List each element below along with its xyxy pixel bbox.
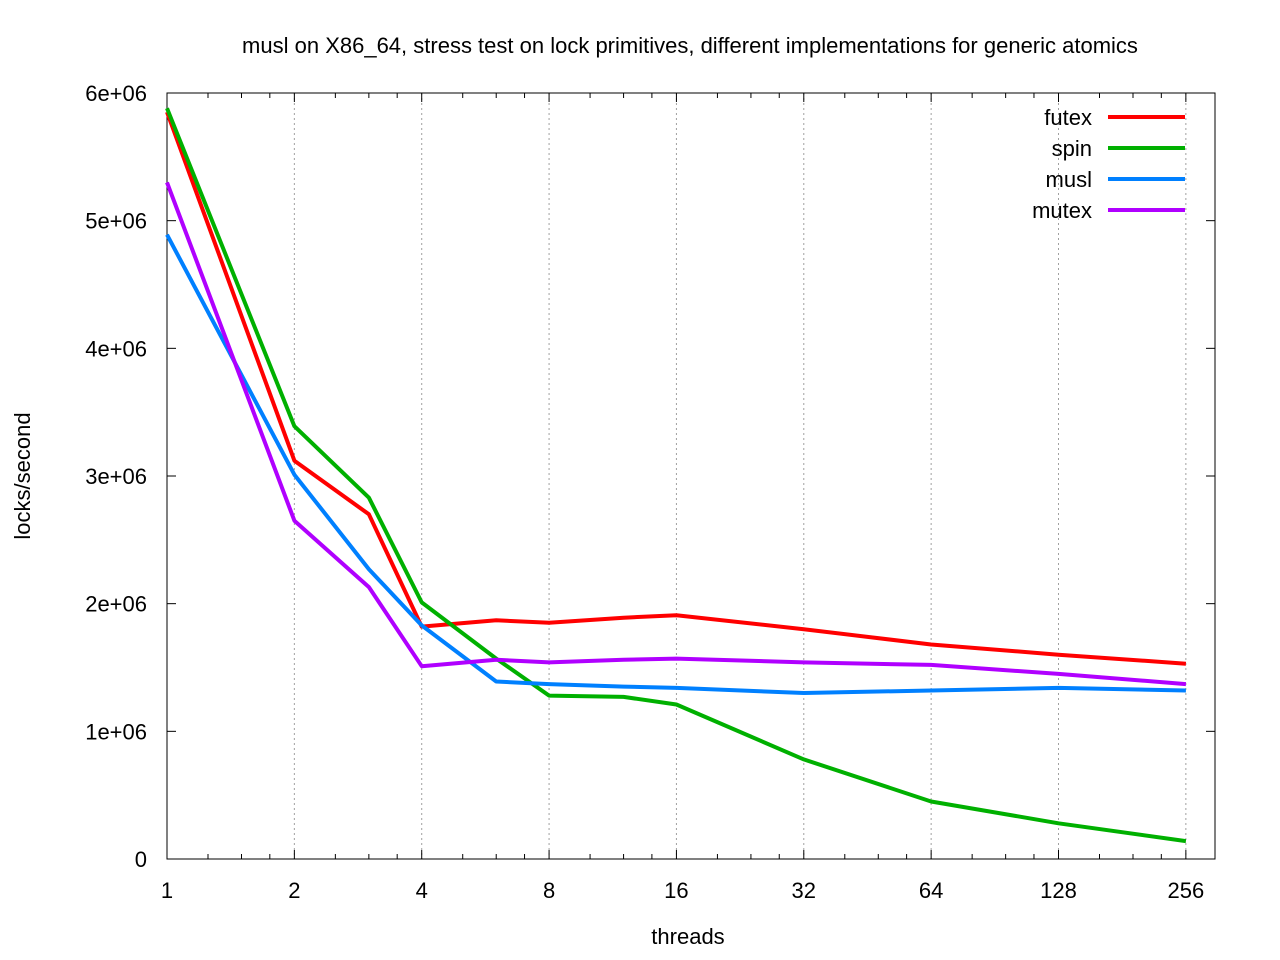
chart-title: musl on X86_64, stress test on lock prim… — [242, 33, 1138, 58]
y-axis-label: locks/second — [10, 412, 35, 539]
legend-label-spin: spin — [1052, 136, 1092, 161]
axis-ticks: 1 2 4 8 16 32 64 128 256 0 1e+06 2e+06 3e+06 4e+06 5e+… — [85, 81, 1215, 903]
x-tick-label: 32 — [792, 878, 816, 903]
series-line-spin — [165, 107, 1187, 844]
y-tick-label: 4e+06 — [85, 336, 147, 361]
x-tick-label: 2 — [288, 878, 300, 903]
series-lines — [165, 107, 1187, 844]
x-tick-label: 256 — [1167, 878, 1204, 903]
x-tick-label: 128 — [1040, 878, 1077, 903]
legend-label-mutex: mutex — [1032, 198, 1092, 223]
x-tick-label: 4 — [416, 878, 428, 903]
series-line-musl — [165, 233, 1186, 695]
series-line-mutex — [165, 181, 1187, 687]
y-tick-label: 0 — [135, 847, 147, 872]
y-tick-label: 1e+06 — [85, 719, 147, 744]
legend-label-futex: futex — [1044, 105, 1092, 130]
x-tick-label: 1 — [161, 878, 173, 903]
y-tick-label: 5e+06 — [85, 209, 147, 234]
legend-label-musl: musl — [1046, 167, 1092, 192]
x-axis-label: threads — [651, 924, 724, 949]
x-tick-label: 64 — [919, 878, 943, 903]
legend: futex spin musl mutex — [1032, 105, 1185, 223]
x-tick-label: 8 — [543, 878, 555, 903]
y-tick-label: 3e+06 — [85, 464, 147, 489]
y-tick-label: 2e+06 — [85, 592, 147, 617]
x-tick-label: 16 — [664, 878, 688, 903]
series-line-futex — [165, 111, 1187, 666]
y-tick-label: 6e+06 — [85, 81, 147, 106]
